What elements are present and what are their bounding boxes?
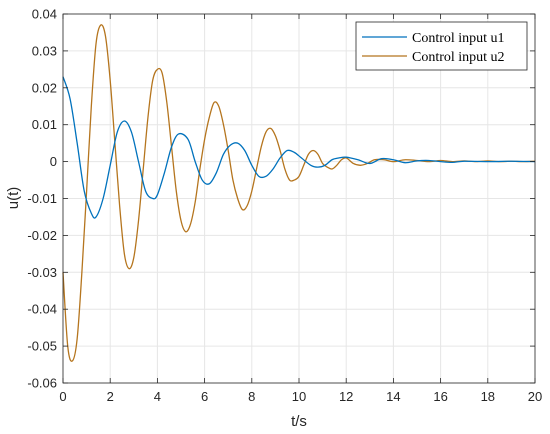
x-tick-label: 0 [59,389,66,404]
legend-label-u1: Control input u1 [412,31,505,46]
series-lines [62,24,536,362]
x-tick-label: 12 [339,389,353,404]
x-tick-label: 18 [481,389,495,404]
axis-ticks: 0 2 4 6 8 10 12 14 16 18 20 0.04 0.03 0.02 0.01 0 -0.01 -… [27,7,542,405]
y-tick-label: 0.02 [32,80,57,95]
y-tick-label: -0.05 [27,339,57,354]
x-tick-label: 20 [528,389,542,404]
x-tick-label: 16 [433,389,447,404]
x-tick-label: 8 [248,389,255,404]
legend-box [355,21,528,71]
y-tick-label: -0.01 [27,191,57,206]
legend-label-u2: Control input u2 [412,50,505,65]
x-axis-label: t/s [291,413,307,430]
x-tick-label: 10 [292,389,306,404]
y-tick-label: 0.01 [32,117,57,132]
x-tick-label: 2 [107,389,114,404]
y-tick-label: 0.03 [32,43,57,58]
x-tick-label: 4 [154,389,161,404]
y-tick-label: -0.03 [27,265,57,280]
y-tick-label: 0 [50,154,57,169]
legend: Control input u1 Control input u2 [355,21,528,71]
x-tick-label: 14 [386,389,400,404]
y-tick-label: -0.04 [27,302,57,317]
y-tick-label: -0.06 [27,376,57,391]
series-line-u1 [62,76,536,219]
y-tick-label: -0.02 [27,228,57,243]
x-tick-label: 6 [201,389,208,404]
y-tick-label: 0.04 [32,7,57,22]
y-axis-label: u(t) [5,187,22,210]
series-line-u2 [62,24,536,362]
